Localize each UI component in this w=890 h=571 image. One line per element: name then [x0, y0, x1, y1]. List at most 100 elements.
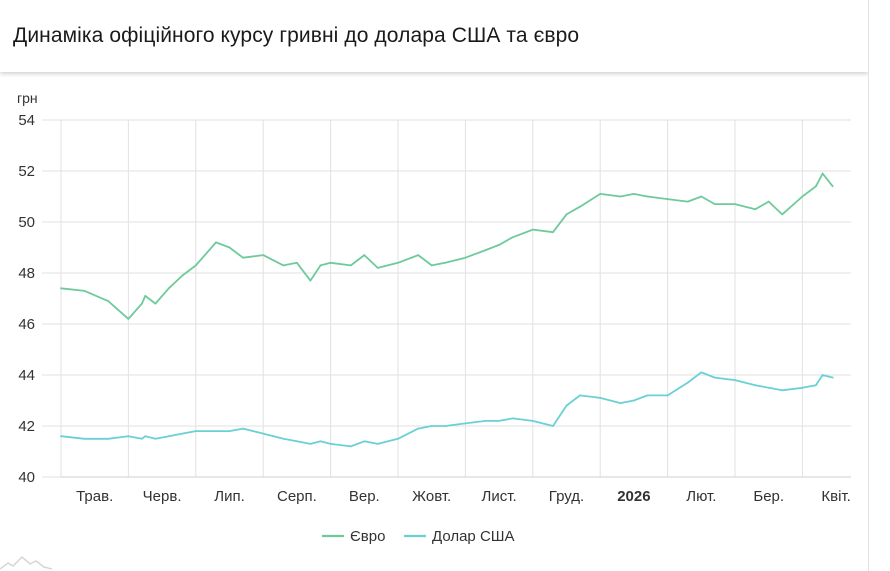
- right-panel-edge: [868, 0, 890, 571]
- x-tick-label: Лист.: [482, 488, 517, 505]
- data-point: [215, 241, 217, 244]
- data-point: [686, 200, 689, 203]
- data-point: [127, 318, 130, 320]
- data-point: [511, 236, 514, 239]
- y-tick-label: 44: [18, 367, 35, 384]
- data-point: [282, 437, 285, 440]
- data-point: [565, 213, 568, 216]
- data-point: [319, 440, 322, 443]
- data-point: [319, 264, 322, 267]
- data-point: [646, 394, 649, 397]
- data-point: [228, 430, 231, 432]
- data-point: [831, 376, 834, 379]
- data-point: [107, 437, 110, 440]
- data-point: [754, 384, 757, 387]
- data-point: [754, 208, 757, 211]
- y-tick-label: 48: [18, 265, 35, 282]
- data-point: [498, 244, 500, 246]
- data-point: [430, 264, 433, 267]
- x-tick-label: 2026: [617, 488, 650, 505]
- data-point: [444, 261, 447, 264]
- data-point: [619, 402, 622, 404]
- data-point: [181, 432, 184, 435]
- data-point: [329, 442, 332, 445]
- data-point: [262, 254, 265, 257]
- x-tick-label: Лют.: [686, 488, 716, 505]
- data-point: [599, 193, 602, 195]
- data-point: [167, 435, 170, 438]
- legend-label: Євро: [350, 528, 385, 545]
- data-point: [228, 246, 231, 249]
- data-point: [167, 287, 170, 290]
- data-point: [511, 417, 514, 420]
- data-point: [713, 376, 716, 379]
- data-point: [814, 384, 817, 387]
- chart-title: Динаміка офіційного курсу гривні до дола…: [13, 24, 580, 47]
- data-point: [579, 205, 581, 208]
- x-tick-label: Трав.: [76, 488, 113, 505]
- x-tick-label: Лип.: [214, 488, 245, 505]
- data-point: [531, 228, 534, 231]
- y-tick-label: 46: [18, 316, 35, 333]
- data-point: [814, 185, 817, 188]
- data-point: [215, 430, 217, 432]
- data-point: [781, 389, 784, 392]
- data-point: [579, 394, 581, 397]
- data-point: [821, 374, 824, 376]
- data-point: [194, 430, 197, 432]
- data-point: [144, 295, 147, 297]
- data-point: [831, 185, 834, 188]
- data-point: [646, 195, 649, 198]
- mountain-logo-icon: [0, 555, 52, 570]
- data-point: [309, 279, 312, 282]
- y-axis-unit-label: грн: [17, 90, 38, 106]
- data-point: [666, 198, 669, 200]
- data-point: [154, 437, 157, 440]
- data-point: [349, 264, 352, 267]
- data-point: [262, 432, 265, 435]
- data-point: [821, 172, 824, 175]
- data-point: [781, 213, 784, 216]
- data-point: [363, 254, 366, 257]
- data-point: [154, 302, 157, 305]
- data-point: [83, 289, 86, 292]
- data-point: [633, 193, 635, 195]
- data-point: [498, 420, 500, 422]
- data-point: [552, 425, 554, 427]
- x-tick-label: Черв.: [143, 488, 182, 505]
- data-point: [140, 302, 143, 305]
- data-point: [309, 442, 312, 445]
- data-point: [417, 427, 420, 430]
- data-point: [464, 256, 467, 259]
- x-tick-label: Вер.: [349, 488, 380, 505]
- data-point: [363, 440, 366, 443]
- data-point: [484, 249, 487, 251]
- data-point: [296, 440, 298, 443]
- data-point: [127, 435, 130, 438]
- data-point: [60, 287, 62, 290]
- data-point: [734, 203, 736, 206]
- data-point: [242, 427, 244, 430]
- data-point: [107, 300, 110, 302]
- data-point: [60, 435, 62, 438]
- data-point: [397, 261, 399, 264]
- data-point: [464, 422, 467, 425]
- chart-header: Динаміка офіційного курсу гривні до дола…: [0, 0, 868, 72]
- data-point: [397, 437, 399, 440]
- data-point: [686, 381, 689, 384]
- data-point: [619, 195, 622, 198]
- data-point: [329, 261, 332, 264]
- data-point: [444, 425, 447, 427]
- data-point: [767, 200, 770, 203]
- line-chart: 40 42 44 46 48 50 52 54 грн Трав. Черв. Лип. Серп. Ве…: [17, 90, 851, 545]
- data-point: [376, 267, 379, 269]
- y-tick-label: 52: [18, 163, 35, 180]
- y-tick-label: 54: [18, 112, 35, 129]
- x-tick-label: Груд.: [549, 488, 584, 505]
- x-tick-label: Серп.: [277, 488, 317, 505]
- data-point: [376, 442, 379, 445]
- y-tick-label: 42: [18, 418, 35, 435]
- y-tick-label: 50: [18, 214, 35, 231]
- data-point: [282, 264, 285, 267]
- x-tick-label: Жовт.: [412, 488, 451, 505]
